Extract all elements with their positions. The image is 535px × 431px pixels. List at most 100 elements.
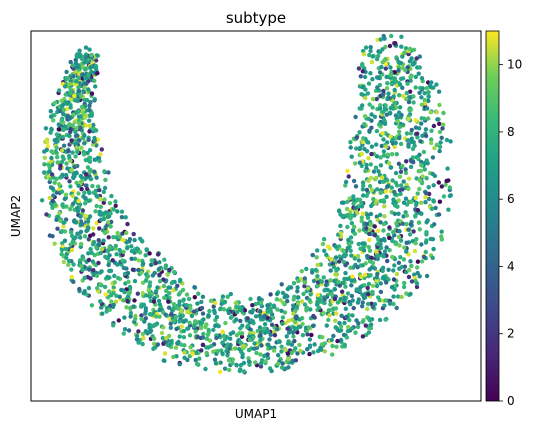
- scatter-point: [178, 313, 183, 319]
- scatter-point: [98, 299, 103, 304]
- scatter-point: [396, 260, 402, 265]
- scatter-point: [75, 133, 80, 138]
- scatter-point: [327, 313, 332, 318]
- scatter-point: [316, 283, 321, 288]
- scatter-point: [203, 366, 208, 372]
- scatter-point: [360, 103, 365, 108]
- scatter-point: [115, 209, 120, 214]
- scatter-point: [322, 349, 327, 354]
- scatter-point: [314, 255, 319, 260]
- scatter-point: [332, 296, 338, 302]
- colorbar-tick-label: 6: [507, 192, 515, 206]
- scatter-point: [134, 337, 140, 342]
- scatter-point: [398, 191, 403, 197]
- scatter-point: [406, 138, 411, 143]
- scatter-point: [429, 128, 434, 133]
- scatter-point: [128, 310, 134, 316]
- scatter-point: [98, 204, 104, 209]
- scatter-point: [286, 330, 292, 335]
- scatter-point: [369, 255, 374, 260]
- scatter-point: [102, 197, 107, 202]
- scatter-point: [139, 238, 145, 244]
- scatter-point: [392, 203, 398, 208]
- scatter-point: [120, 258, 125, 263]
- scatter-point: [88, 167, 93, 173]
- scatter-point: [369, 118, 374, 123]
- scatter-point: [381, 221, 387, 227]
- scatter-point: [89, 69, 94, 75]
- scatter-point: [105, 249, 111, 254]
- scatter-point: [43, 126, 49, 131]
- scatter-point: [193, 357, 198, 363]
- scatter-point: [394, 152, 399, 157]
- scatter-point: [385, 81, 390, 86]
- scatter-point: [91, 240, 97, 245]
- scatter-point: [391, 301, 396, 307]
- scatter-point: [279, 308, 284, 313]
- scatter-point: [375, 271, 380, 277]
- scatter-point: [326, 244, 331, 249]
- scatter-point: [377, 317, 383, 323]
- scatter-point: [226, 310, 231, 316]
- scatter-point: [83, 157, 89, 163]
- scatter-point: [392, 211, 398, 216]
- scatter-point: [87, 155, 93, 160]
- scatter-point: [417, 274, 422, 279]
- scatter-point: [413, 195, 418, 201]
- scatter-point: [356, 321, 361, 326]
- scatter-point: [423, 127, 429, 132]
- scatter-point: [345, 199, 350, 205]
- scatter-point: [77, 121, 82, 127]
- scatter-point: [259, 304, 265, 309]
- scatter-point: [325, 287, 330, 292]
- scatter-point: [368, 71, 373, 76]
- scatter-point: [162, 358, 167, 363]
- scatter-point: [102, 284, 108, 290]
- scatter-point: [178, 290, 183, 295]
- scatter-point: [395, 294, 401, 299]
- scatter-point: [407, 176, 412, 181]
- scatter-point: [295, 351, 300, 356]
- scatter-point: [211, 327, 216, 333]
- scatter-point: [383, 189, 388, 194]
- scatter-point: [79, 145, 84, 150]
- scatter-point: [71, 279, 76, 284]
- scatter-point: [84, 175, 89, 180]
- scatter-point: [345, 168, 350, 174]
- scatter-point: [443, 182, 448, 187]
- scatter-point: [286, 341, 291, 346]
- scatter-point: [394, 55, 399, 60]
- scatter-point: [320, 241, 326, 247]
- scatter-point: [145, 274, 151, 279]
- scatter-point: [143, 306, 148, 311]
- scatter-point: [93, 209, 98, 214]
- scatter-point: [399, 294, 404, 300]
- scatter-point: [383, 298, 388, 303]
- y-axis-label: UMAP2: [9, 195, 23, 237]
- scatter-point: [187, 333, 193, 338]
- scatter-point: [61, 224, 66, 229]
- scatter-point: [355, 210, 360, 216]
- scatter-point: [166, 305, 172, 310]
- scatter-point: [411, 47, 417, 52]
- scatter-point: [424, 86, 429, 91]
- scatter-point: [292, 319, 298, 325]
- scatter-point: [343, 183, 348, 188]
- scatter-point: [42, 170, 47, 175]
- scatter-point: [409, 136, 414, 141]
- scatter-point: [88, 100, 93, 105]
- scatter-point: [297, 317, 302, 322]
- scatter-point: [372, 266, 378, 271]
- scatter-point: [111, 323, 116, 328]
- scatter-point: [268, 345, 273, 350]
- plot-frame: [30, 30, 482, 402]
- scatter-point: [414, 281, 420, 286]
- scatter-point: [179, 324, 184, 329]
- scatter-point: [344, 206, 350, 212]
- scatter-point: [389, 185, 394, 190]
- scatter-point: [407, 267, 412, 273]
- scatter-point: [76, 85, 81, 90]
- scatter-point: [122, 327, 128, 332]
- scatter-point: [59, 148, 65, 153]
- scatter-point: [430, 155, 436, 160]
